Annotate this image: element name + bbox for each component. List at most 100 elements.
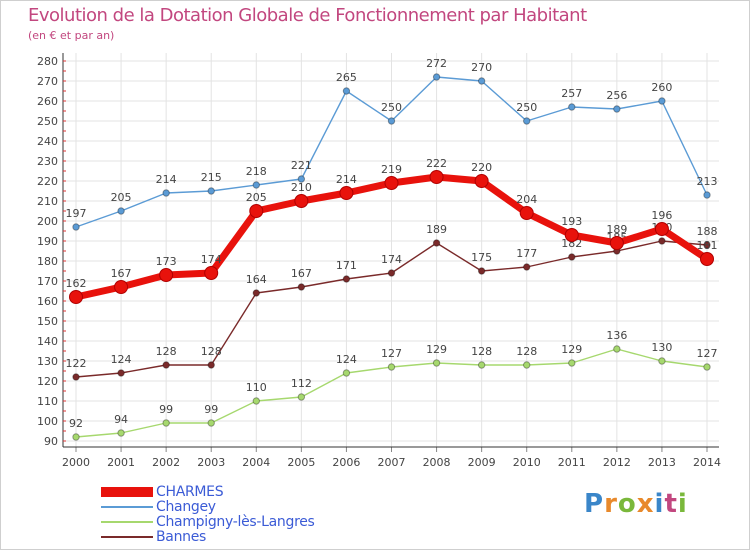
data-point bbox=[387, 363, 396, 371]
data-label: 196 bbox=[651, 209, 672, 222]
data-point bbox=[342, 369, 351, 377]
logo-letter: r bbox=[604, 489, 618, 519]
data-label: 270 bbox=[471, 61, 492, 74]
data-label: 220 bbox=[471, 161, 492, 174]
data-label: 256 bbox=[606, 89, 627, 102]
data-point bbox=[117, 429, 125, 437]
data-point bbox=[568, 103, 576, 111]
x-tick-label: 2010 bbox=[513, 456, 541, 469]
data-point bbox=[204, 266, 219, 280]
data-label: 257 bbox=[561, 87, 582, 100]
data-point bbox=[613, 345, 621, 353]
data-point bbox=[432, 239, 441, 247]
legend-item-champigny: Champigny-lès-Langres bbox=[101, 515, 361, 530]
data-label: 250 bbox=[516, 101, 537, 114]
y-tick-label: 260 bbox=[37, 95, 58, 108]
legend-item-changey: Changey bbox=[101, 500, 361, 515]
data-point bbox=[117, 369, 125, 377]
x-tick-label: 2012 bbox=[603, 456, 631, 469]
data-point bbox=[523, 361, 531, 369]
data-label: 188 bbox=[697, 225, 718, 238]
data-point bbox=[69, 290, 83, 304]
data-label: 197 bbox=[66, 207, 87, 220]
data-label: 127 bbox=[381, 347, 402, 360]
data-label: 128 bbox=[156, 345, 177, 358]
y-tick-label: 90 bbox=[44, 435, 58, 448]
data-point bbox=[117, 207, 125, 215]
data-label: 127 bbox=[697, 347, 718, 360]
data-point bbox=[342, 87, 351, 95]
data-label: 219 bbox=[381, 163, 402, 176]
data-point bbox=[207, 187, 215, 195]
data-label: 167 bbox=[291, 267, 312, 280]
x-tick-label: 2000 bbox=[62, 456, 90, 469]
logo-letter: t bbox=[664, 489, 678, 519]
data-point bbox=[72, 373, 80, 381]
data-label: 182 bbox=[561, 237, 582, 250]
data-point bbox=[654, 222, 669, 236]
y-tick-label: 230 bbox=[37, 155, 58, 168]
data-point bbox=[72, 433, 80, 441]
data-point bbox=[252, 397, 260, 405]
data-point bbox=[609, 236, 624, 250]
y-tick-label: 210 bbox=[37, 195, 58, 208]
legend-label-champigny: Champigny-lès-Langres bbox=[156, 514, 315, 530]
data-label: 204 bbox=[516, 193, 537, 206]
data-label: 124 bbox=[111, 353, 132, 366]
x-tick-label: 2005 bbox=[287, 456, 315, 469]
y-tick-label: 120 bbox=[37, 375, 58, 388]
data-label: 99 bbox=[204, 403, 218, 416]
proxiti-logo: Proxiti bbox=[584, 489, 688, 519]
data-point bbox=[432, 359, 441, 367]
legend-swatch-charmes bbox=[101, 487, 153, 497]
data-label: 215 bbox=[201, 171, 222, 184]
y-tick-label: 170 bbox=[37, 275, 58, 288]
y-tick-label: 150 bbox=[37, 315, 58, 328]
data-point bbox=[703, 191, 711, 199]
data-point bbox=[297, 393, 306, 401]
logo-letter: o bbox=[617, 489, 637, 519]
data-label: 214 bbox=[336, 173, 357, 186]
data-label: 189 bbox=[606, 223, 627, 236]
x-tick-label: 2011 bbox=[558, 456, 586, 469]
data-label: 112 bbox=[291, 377, 312, 390]
data-label: 250 bbox=[381, 101, 402, 114]
data-label: 110 bbox=[246, 381, 267, 394]
data-label: 174 bbox=[381, 253, 402, 266]
data-label: 136 bbox=[606, 329, 627, 342]
data-point bbox=[477, 77, 486, 85]
data-label: 122 bbox=[66, 357, 87, 370]
data-point bbox=[613, 105, 621, 113]
x-tick-label: 2003 bbox=[197, 456, 225, 469]
data-point bbox=[477, 361, 486, 369]
data-point bbox=[477, 267, 486, 275]
chart-subtitle: (en € et par an) bbox=[28, 29, 115, 42]
data-label: 205 bbox=[111, 191, 132, 204]
data-label: 272 bbox=[426, 57, 447, 70]
data-label: 129 bbox=[561, 343, 582, 356]
data-point bbox=[474, 174, 489, 188]
data-label: 205 bbox=[246, 191, 267, 204]
data-label: 128 bbox=[201, 345, 222, 358]
data-label: 218 bbox=[246, 165, 267, 178]
y-tick-label: 100 bbox=[37, 415, 58, 428]
data-point bbox=[658, 357, 666, 365]
x-tick-label: 2009 bbox=[468, 456, 496, 469]
legend-swatch-bannes bbox=[101, 536, 153, 538]
data-point bbox=[564, 228, 579, 242]
data-label: 124 bbox=[336, 353, 357, 366]
x-tick-label: 2008 bbox=[423, 456, 451, 469]
data-point bbox=[523, 117, 531, 125]
data-label: 92 bbox=[69, 417, 83, 430]
x-tick-label: 2013 bbox=[648, 456, 676, 469]
data-point bbox=[523, 263, 531, 271]
data-point bbox=[207, 361, 215, 369]
x-tick-label: 2007 bbox=[378, 456, 406, 469]
data-point bbox=[342, 275, 351, 283]
y-tick-label: 280 bbox=[37, 55, 58, 68]
y-tick-label: 160 bbox=[37, 295, 58, 308]
data-label: 164 bbox=[246, 273, 267, 286]
data-label: 260 bbox=[651, 81, 672, 94]
